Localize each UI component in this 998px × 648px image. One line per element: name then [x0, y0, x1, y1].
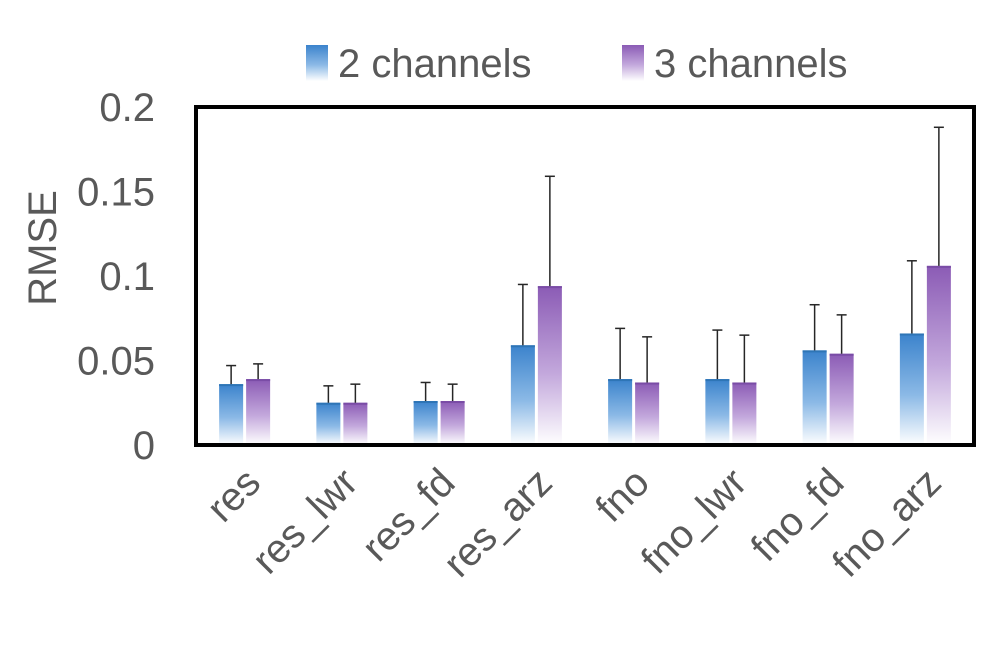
bar-res-arz-series-3 [537, 286, 562, 445]
x-tick-label-fno-lwr: fno_lwr [633, 460, 755, 582]
bar-fno-lwr-series-3 [732, 382, 757, 445]
legend-label-2-channels: 2 channels [338, 42, 531, 86]
legend-label-3-channels: 3 channels [654, 42, 847, 86]
x-tick-label-fno: fno [588, 460, 658, 530]
bar-fno-series-2 [608, 379, 633, 445]
bar-fno-fd-series-2 [802, 350, 827, 445]
y-tick-label: 0.15 [77, 171, 155, 215]
bar-fno-fd-series-3 [829, 353, 854, 445]
y-axis-label: RMSE [21, 190, 65, 306]
bars [219, 265, 951, 445]
y-axis-ticks: 0 0.05 0.1 0.15 0.2 [77, 86, 155, 468]
y-tick-label: 0.1 [99, 255, 155, 299]
bar-res-arz-series-2 [510, 345, 535, 445]
bar-fno-arz-series-2 [899, 333, 924, 445]
legend-swatch-2-channels [306, 45, 328, 81]
bar-res-fd-series-3 [440, 401, 465, 445]
x-tick-label-res: res [199, 460, 269, 530]
bar-res-lwr-series-3 [343, 402, 368, 445]
bar-res-fd-series-2 [413, 401, 438, 445]
bar-fno-series-3 [635, 382, 660, 445]
bar-res-lwr-series-2 [316, 402, 341, 445]
bar-res-series-3 [246, 379, 271, 445]
bar-fno-arz-series-3 [926, 265, 951, 445]
x-tick-label-fno-arz: fno_arz [824, 460, 949, 585]
bar-res-series-2 [219, 384, 244, 445]
y-tick-label: 0 [133, 424, 155, 468]
y-tick-label: 0.2 [99, 86, 155, 130]
error-bars [226, 126, 944, 403]
plot-frame [194, 105, 976, 447]
x-tick-label-res-arz: res_arz [435, 460, 560, 585]
legend-swatch-3-channels [622, 45, 644, 81]
y-tick-label: 0.05 [77, 340, 155, 384]
bar-fno-lwr-series-2 [705, 379, 730, 445]
legend: 2 channels 3 channels [306, 42, 847, 86]
x-tick-label-res-lwr: res_lwr [244, 460, 366, 582]
